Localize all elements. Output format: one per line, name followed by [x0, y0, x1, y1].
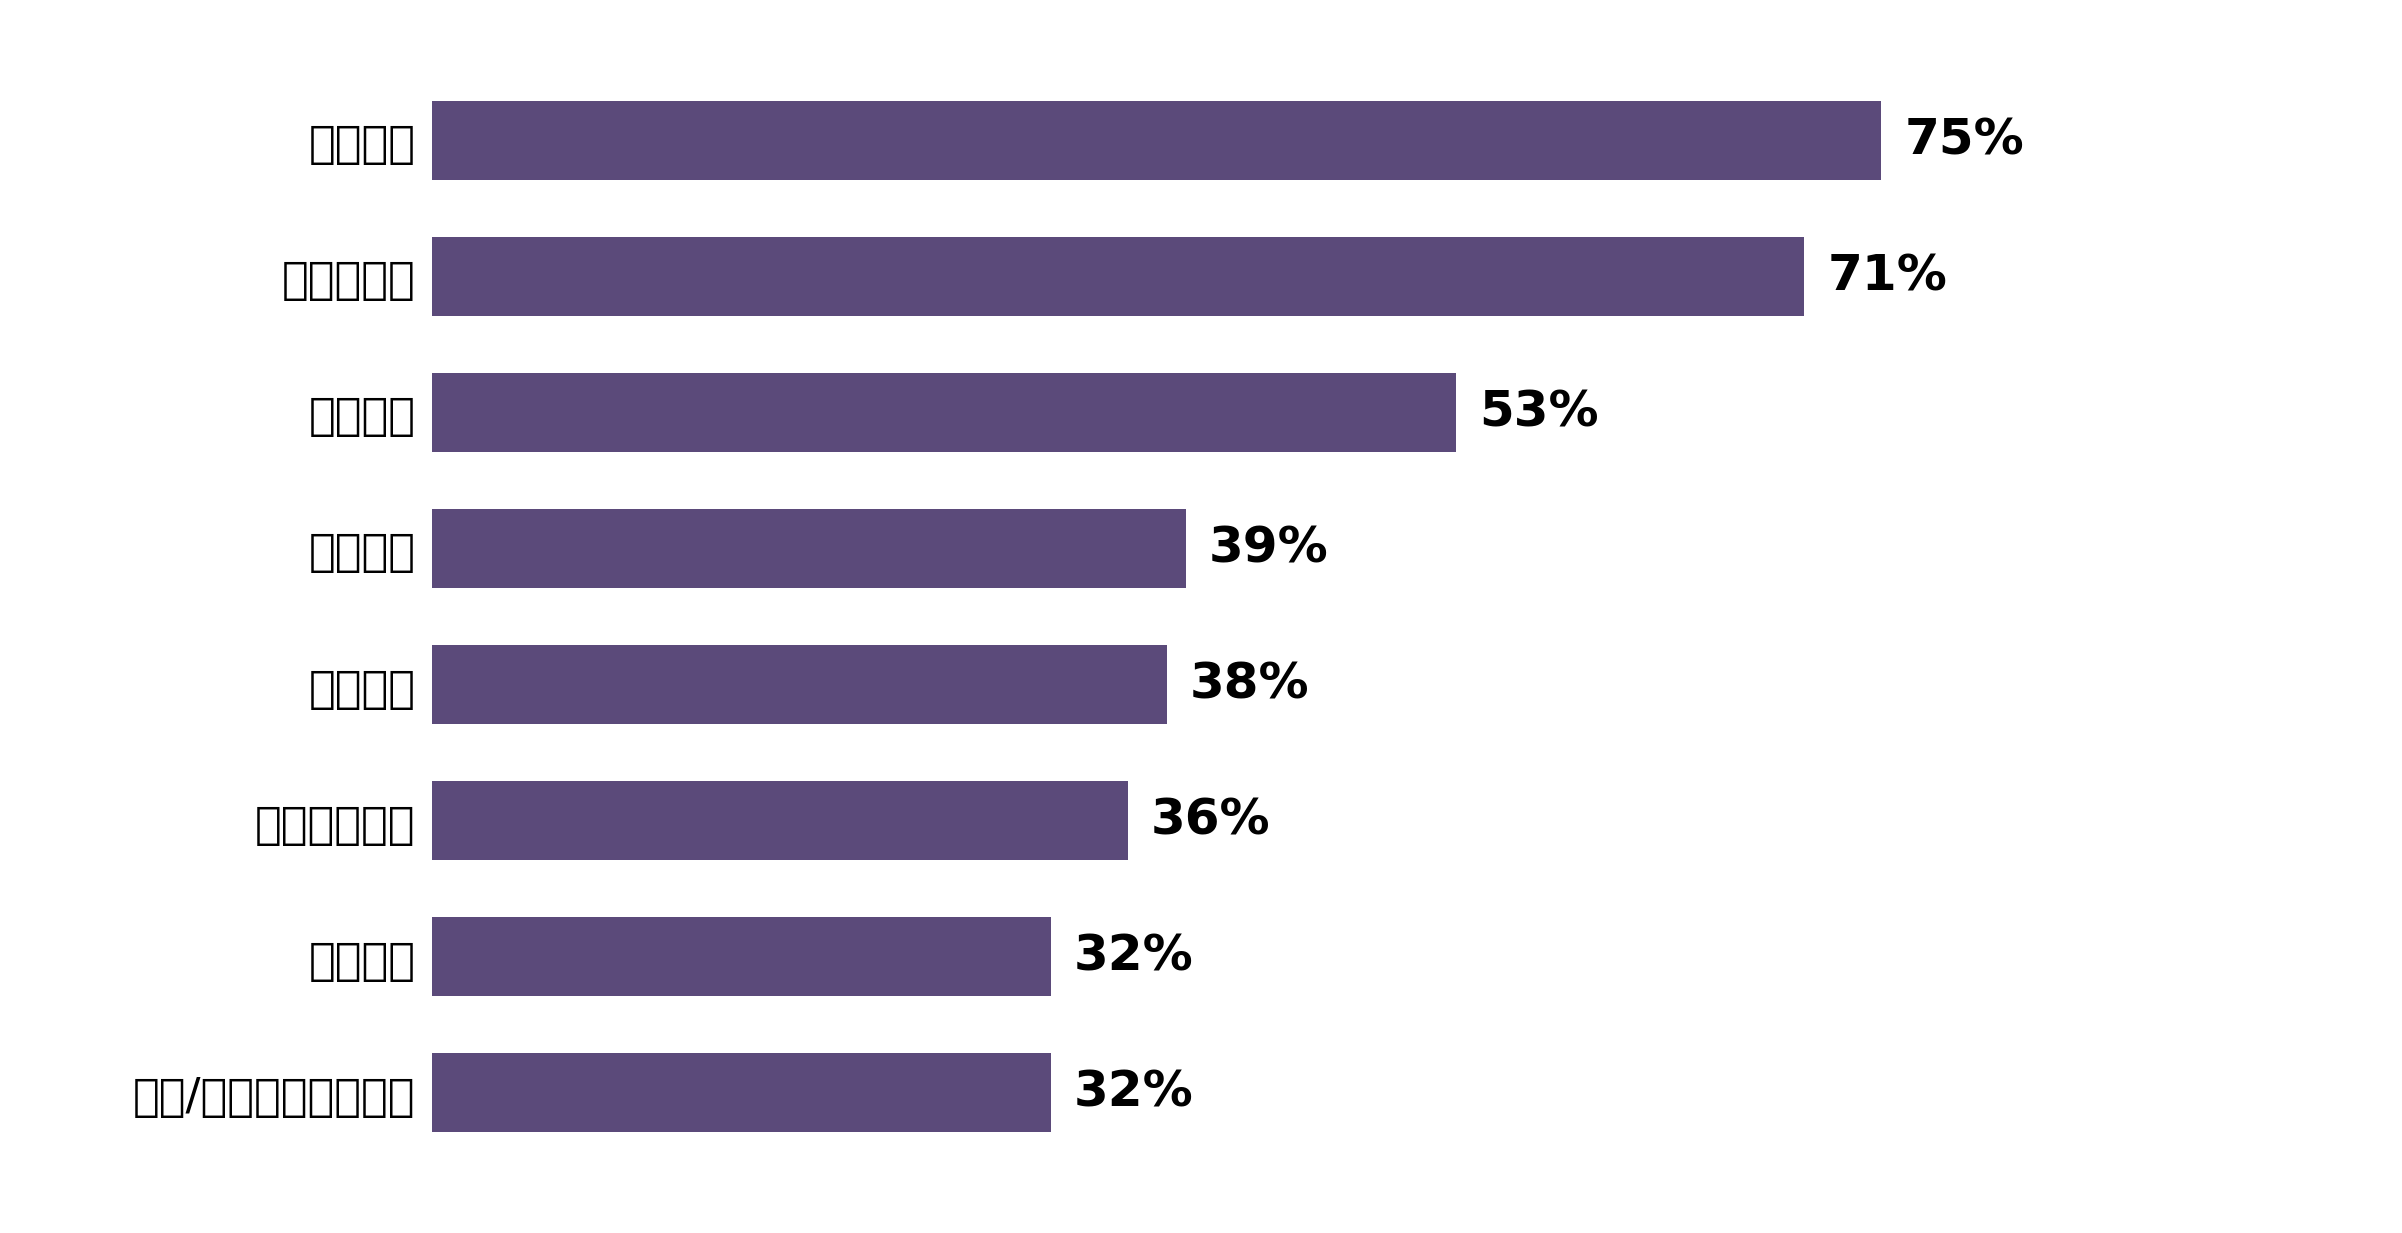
- Text: 75%: 75%: [1905, 116, 2025, 164]
- Bar: [432, 917, 1050, 996]
- Bar: [432, 509, 1187, 588]
- Text: 53%: 53%: [1480, 388, 1600, 436]
- Text: 36%: 36%: [1151, 797, 1271, 845]
- Text: 39%: 39%: [1208, 524, 1328, 572]
- Bar: [432, 645, 1167, 724]
- Bar: [432, 237, 1804, 316]
- Text: 38%: 38%: [1189, 661, 1309, 709]
- Bar: [432, 372, 1456, 451]
- Text: 71%: 71%: [1828, 253, 1948, 301]
- Text: 32%: 32%: [1074, 932, 1194, 980]
- Bar: [432, 1053, 1050, 1132]
- Text: 32%: 32%: [1074, 1069, 1194, 1117]
- Bar: [432, 782, 1129, 861]
- Bar: [432, 101, 1881, 180]
